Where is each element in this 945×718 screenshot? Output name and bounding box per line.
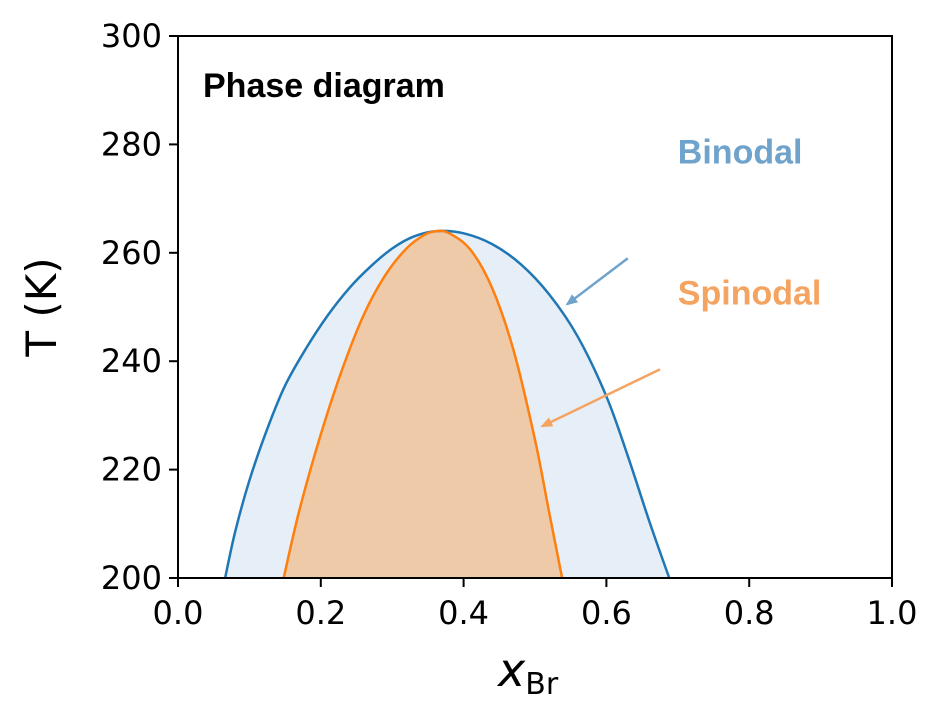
x-tick-label: 0.2	[295, 594, 346, 632]
spinodal-label: Spinodal	[678, 274, 822, 312]
y-tick-label: 300	[101, 17, 162, 55]
binodal-label: Binodal	[678, 133, 803, 171]
binodal-curve	[223, 229, 671, 579]
y-tick-label: 240	[101, 342, 162, 380]
plot-frame	[177, 35, 893, 579]
x-axis-title-subscript: Br	[525, 667, 559, 702]
y-axis-title: T (K)	[17, 257, 66, 357]
x-tick-label: 0.6	[581, 594, 632, 632]
y-tick-label: 220	[101, 451, 162, 489]
y-tick-label: 200	[101, 559, 162, 597]
binodal-arrow	[565, 257, 629, 306]
x-axis: 0.0 0.2 0.4 0.6 0.8 1.0	[153, 578, 918, 632]
y-axis: 200 220 240 260 280 300	[101, 17, 178, 597]
x-tick-label: 0.4	[438, 594, 489, 632]
x-tick-label: 1.0	[867, 594, 918, 632]
plot-fills	[225, 230, 670, 579]
y-tick-label: 280	[101, 125, 162, 163]
y-tick-label: 260	[101, 234, 162, 272]
spinodal-curve	[282, 229, 564, 579]
plot-lines	[223, 229, 671, 579]
x-tick-label: 0.8	[724, 594, 775, 632]
x-axis-title-main: x	[496, 643, 526, 697]
spinodal-arrow	[540, 368, 661, 428]
x-tick-label: 0.0	[153, 594, 204, 632]
spinodal-region-fill	[283, 230, 563, 579]
chart-title: Phase diagram	[203, 67, 445, 105]
x-axis-title: xBr	[496, 643, 559, 702]
